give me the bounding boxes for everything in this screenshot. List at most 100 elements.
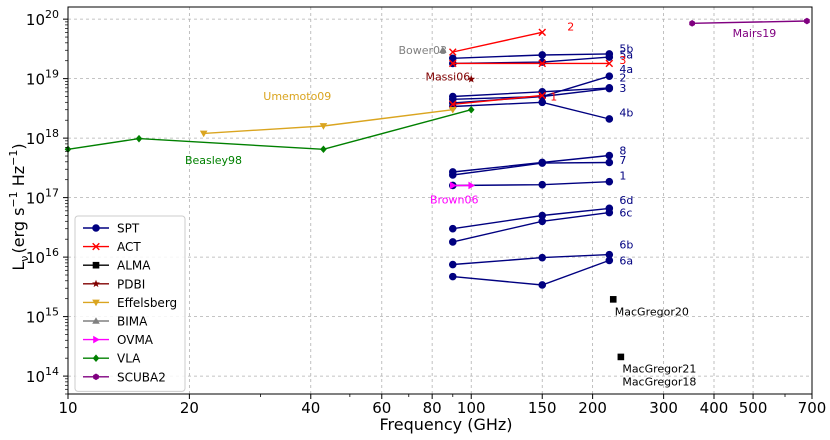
x-tick-label: 500 [739, 399, 768, 417]
annotation: 6c [619, 207, 632, 220]
series-line [692, 20, 807, 24]
legend-entry: PDBI [83, 277, 145, 291]
annotation: 1 [550, 90, 557, 103]
data-point [609, 296, 617, 303]
annotation: 3 [619, 82, 626, 95]
annotation: 7 [619, 154, 626, 167]
series-pdbi [467, 75, 476, 83]
annotation: 5b [619, 42, 633, 55]
y-tick-label: 1017 [26, 187, 59, 208]
legend-marker [92, 354, 100, 362]
legend-entry: VLA [83, 352, 141, 366]
series-line [452, 101, 610, 120]
series-line [452, 53, 610, 59]
y-tick-label: 1020 [26, 8, 59, 29]
legend-entry: Effelsberg [83, 296, 177, 310]
y-tick-label: 1015 [26, 306, 59, 327]
data-point [448, 260, 457, 269]
data-point [538, 217, 547, 226]
data-point [448, 48, 457, 56]
legend-label: BIMA [117, 315, 148, 329]
data-point [605, 158, 614, 167]
legend-marker [92, 279, 100, 288]
series-line [203, 109, 453, 135]
annotation: 6d [619, 194, 633, 207]
series-line [452, 31, 543, 53]
x-tick-label: 700 [798, 399, 827, 417]
data-point [448, 59, 457, 68]
annotation: Umemoto09 [263, 90, 331, 103]
y-tick-label: 1016 [26, 246, 59, 267]
data-point [538, 28, 547, 37]
legend-marker [93, 373, 99, 381]
data-point [605, 115, 614, 123]
series-bima [438, 46, 447, 54]
data-point [538, 59, 547, 68]
legend-marker [93, 335, 100, 344]
data-point [605, 151, 614, 160]
y-tick-label: 1019 [26, 68, 59, 89]
y-tick-label: 1014 [26, 365, 59, 386]
data-point [468, 181, 476, 190]
x-tick-label: 20 [180, 399, 199, 417]
series-line [452, 253, 610, 266]
data-point [538, 98, 547, 107]
annotation: 8 [619, 145, 626, 158]
legend-entry: OVMA [83, 333, 154, 347]
series-act [448, 28, 614, 109]
annotation: 2 [619, 71, 626, 84]
data-point [448, 272, 457, 281]
axes: 10 20 40 60 80 100 150 200 300 400 500 700101410151… [26, 8, 826, 417]
legend-entry: BIMA [83, 315, 148, 329]
data-point [448, 100, 457, 109]
x-axis-title: Frequency (GHz) [379, 415, 512, 434]
data-point [135, 134, 143, 143]
legend-box [74, 215, 186, 392]
legend-label: ACT [117, 240, 141, 254]
data-point [605, 72, 614, 80]
legend-label: VLA [117, 352, 141, 366]
data-point [538, 253, 547, 262]
legend-marker [92, 317, 100, 324]
data-point [605, 53, 614, 61]
annotation: MacGregor21 [622, 362, 696, 375]
y-tick-label: 1018 [26, 127, 59, 148]
data-point [538, 91, 547, 100]
legend-label: OVMA [117, 333, 154, 347]
series-line [452, 207, 610, 230]
annotation: 2 [567, 20, 574, 33]
plot-area [64, 17, 810, 361]
annotation: Brown06 [430, 193, 479, 206]
data-point [538, 159, 547, 167]
series-scuba2 [689, 17, 810, 27]
legend-label: Effelsberg [117, 296, 177, 310]
x-tick-label: 80 [423, 399, 442, 417]
series-alma [609, 296, 625, 361]
series-line [452, 259, 610, 286]
data-point [605, 84, 614, 93]
data-point [538, 180, 547, 189]
data-point [605, 256, 614, 265]
legend-entry: ACT [83, 240, 141, 254]
legend-marker [92, 261, 100, 269]
series-effelsberg [199, 106, 457, 138]
annotation: 4b [619, 107, 633, 120]
data-point [804, 17, 810, 25]
annotation: MacGregor18 [622, 375, 696, 388]
data-point [605, 208, 614, 217]
x-tick-label: 150 [528, 399, 557, 417]
data-point [449, 181, 457, 190]
series-line [67, 109, 472, 151]
data-point [448, 95, 457, 104]
annotation: 4a [619, 63, 633, 76]
data-point [538, 51, 547, 59]
legend-label: SCUBA2 [117, 370, 166, 384]
data-point [689, 20, 695, 27]
legend-entry: SPT [83, 222, 140, 236]
data-point [467, 75, 476, 83]
data-point [448, 171, 457, 179]
legend-entry: ALMA [83, 259, 151, 273]
legend-marker [92, 299, 100, 307]
x-tick-label: 300 [649, 399, 678, 417]
legend-label: PDBI [117, 277, 145, 291]
